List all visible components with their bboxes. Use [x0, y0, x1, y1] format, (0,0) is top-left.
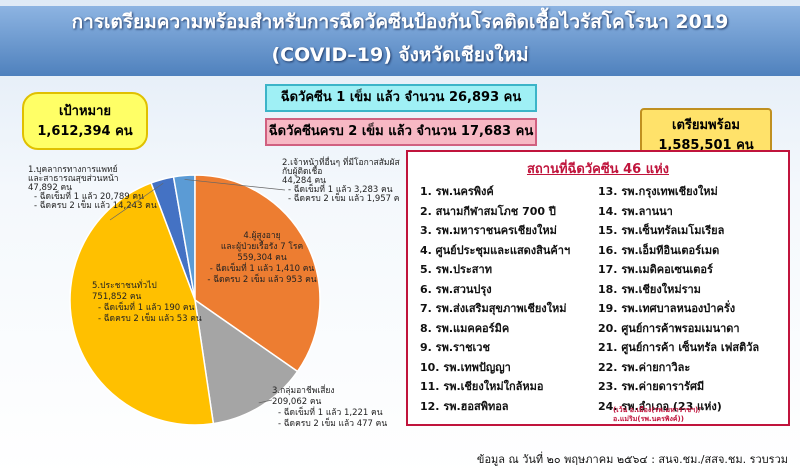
site-note: อ.แม่ริม(รพ.นครพิงค์)): [613, 415, 684, 423]
slice-note: - ฉีดครบ 2 เข็ม แล้ว 1,957 คน: [288, 192, 400, 204]
site-item: 5. รพ.ประสาท: [420, 263, 492, 276]
site-item: 10. รพ.เทพปัญญา: [420, 360, 511, 374]
site-item: 2. สนามกีฬาสมโภช 700 ปี: [420, 204, 556, 218]
sites-title: สถานที่ฉีดวัคซีน 46 แห่ง: [526, 162, 669, 177]
site-item: 3. รพ.มหาราชนครเชียงใหม่: [420, 224, 557, 237]
site-item: 22. รพ.ค่ายกาวิละ: [598, 360, 691, 374]
slice-label: 1.บุคลากรทางการแพทย์: [28, 164, 118, 175]
title: การเตรียมความพร้อมสำหรับการฉีดวัคซีนป้อง…: [0, 6, 800, 76]
target-box: เป้าหมาย 1,612,394 คน: [22, 92, 148, 150]
pie-slice: [69, 182, 215, 426]
leader-line: [184, 179, 286, 191]
site-item: 18. รพ.เชียงใหม่ราม: [598, 282, 701, 296]
ready-value: 1,585,501 คน: [658, 138, 754, 153]
pie-slice: [194, 298, 299, 425]
site-item: 7. รพ.ส่งเสริมสุขภาพเชียงใหม่: [420, 302, 567, 315]
target-value: 1,612,394 คน: [37, 124, 133, 139]
site-item: 9. รพ.ราชเวช: [420, 341, 490, 354]
slice-note: - ฉีดเข็มที่ 1 แล้ว 3,283 คน: [288, 183, 393, 195]
sites-box: สถานที่ฉีดวัคซีน 46 แห่ง 1. รพ.นครพิงค์ 2…: [406, 150, 790, 426]
site-item: 13. รพ.กรุงเทพเชียงใหม่: [598, 185, 718, 198]
slice-label: 4.ผู้สูงอายุ: [243, 230, 280, 241]
slice-note: - ฉีดเข็มที่ 1 แล้ว 1,410 คน: [210, 262, 315, 274]
pie-chart: 1.บุคลากรทางการแพทย์และสาธารณสุขส่วนหน้า…: [28, 156, 400, 429]
footer: ข้อมูล ณ วันที่ ๒๐ พฤษภาคม ๒๕๖๔ : สนจ.ชม…: [476, 453, 788, 466]
slice-note: - ฉีดครบ 2 เข็ม แล้ว 477 คน: [278, 417, 387, 429]
slice-value-label: 44,284 คน: [282, 176, 326, 186]
slice-value-label: 47,892 คน: [28, 183, 72, 193]
slice-label: และสาธารณสุขส่วนหน้า: [28, 173, 119, 184]
slice-note: - ฉีดเข็มที่ 1 แล้ว 190 คน: [98, 301, 195, 313]
slice-label: และผู้ป่วยเรื้อรัง 7 โรค: [221, 240, 303, 252]
slice-note: - ฉีดเข็มที่ 1 แล้ว 20,789 คน: [34, 190, 144, 202]
slice-label: 2.เจ้าหน้าที่อื่นๆ ที่มีโอกาสสัมผัส: [282, 156, 400, 168]
site-item: 20. ศูนย์การค้าพรอมเมนาดา: [598, 321, 740, 335]
site-item: 4. ศูนย์ประชุมและแสดงสินค้าฯ: [420, 243, 571, 257]
site-item: 17. รพ.เมดิคอเซนเตอร์: [598, 263, 713, 276]
site-item: 14. รพ.ลานนา: [598, 204, 673, 218]
slice-value-label: 559,304 คน: [237, 253, 287, 263]
leader-line: [109, 182, 164, 221]
title-line: (COVID–19) จังหวัดเชียงใหม่: [271, 44, 529, 66]
slice-label: กับผู้ติดเชื้อ: [282, 165, 322, 177]
slice-label: 5.ประชาชนทั่วไป: [92, 279, 157, 291]
site-item: 12. รพ.ฮอสพิทอล: [420, 399, 509, 413]
site-item: 11. รพ.เชียงใหม่ใกล้หมอ: [420, 380, 544, 393]
ready-label: เตรียมพร้อม: [672, 118, 740, 133]
title-line: การเตรียมความพร้อมสำหรับการฉีดวัคซีนป้อง…: [71, 11, 729, 33]
pie-slice: [194, 174, 321, 373]
site-item: 23. รพ.ค่ายดารารัศมี: [598, 380, 705, 393]
site-item: 24. รพ.อำเภอ (23 แห่ง): [598, 399, 722, 413]
dose2-box: ฉีดวัคซีนครบ 2 เข็ม แล้ว จำนวน 17,683 คน: [265, 118, 537, 146]
site-item: 19. รพ.เทศบาลหนองป่าครั่ง: [598, 302, 736, 315]
site-item: 6. รพ.สวนปรุง: [420, 282, 492, 296]
slice-label: 3.กลุ่มอาชีพเสี่ยง: [272, 384, 335, 396]
site-note: (เว้น อ.เมือง(รพ.มหาราชฯ)/: [613, 406, 701, 414]
slice-note: - ฉีดครบ 2 เข็ม แล้ว 53 คน: [98, 312, 202, 324]
site-item: 8. รพ.แมคคอร์มิค: [420, 321, 510, 335]
site-item: 21. ศูนย์การค้า เซ็นทรัล เฟสติวัล: [598, 341, 760, 354]
site-item: 1. รพ.นครพิงค์: [420, 185, 494, 198]
dose1-box: ฉีดวัคซีน 1 เข็ม แล้ว จำนวน 26,893 คน: [265, 84, 537, 112]
slice-value-label: 209,062 คน: [272, 397, 322, 407]
slice-note: - ฉีดครบ 2 เข็ม แล้ว 953 คน: [207, 273, 316, 285]
target-label: เป้าหมาย: [58, 104, 112, 119]
site-item: 16. รพ.เอ็มทีอินเตอร์เมด: [598, 243, 720, 257]
slice-value-label: 751,852 คน: [92, 292, 142, 302]
leader-line: [258, 399, 273, 404]
site-item: 15. รพ.เซ็นทรัลเมโมเรียล: [598, 224, 725, 237]
slice-note: - ฉีดครบ 2 เข็ม แล้ว 14,243 คน: [34, 199, 157, 211]
slice-note: - ฉีดเข็มที่ 1 แล้ว 1,221 คน: [278, 406, 383, 418]
